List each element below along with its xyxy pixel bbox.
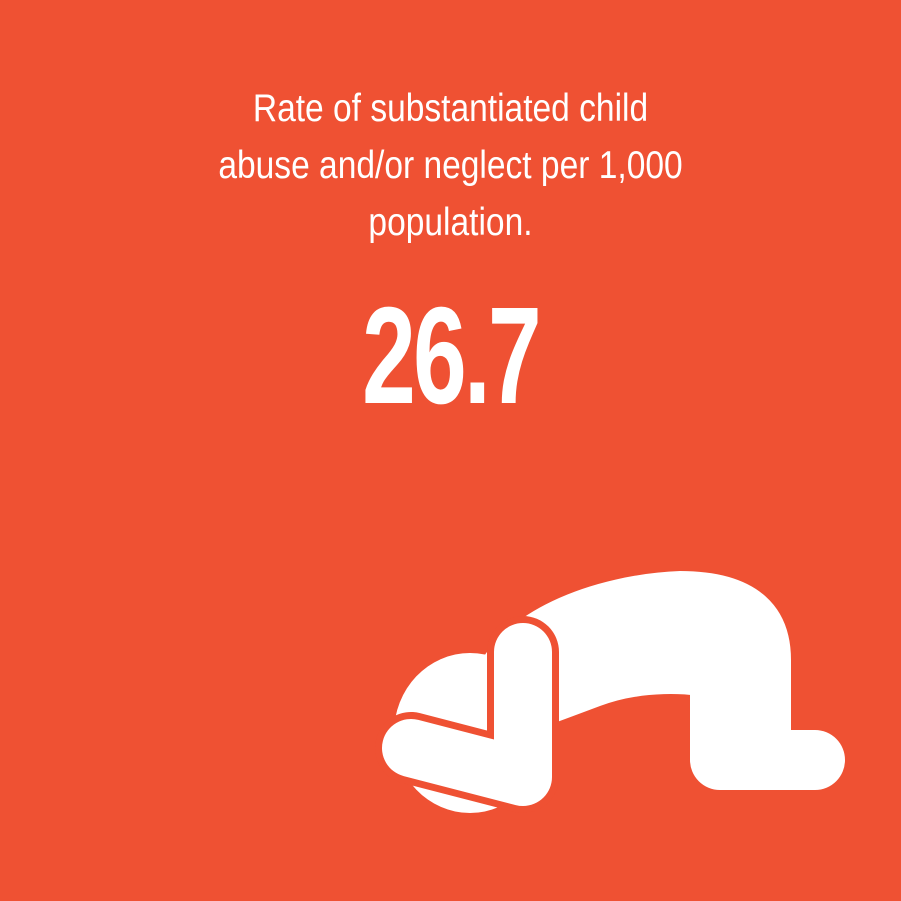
crouching-child-icon: [370, 560, 850, 860]
caption-line-1: Rate of substantiated child: [252, 87, 649, 130]
caption-line-2: abuse and/or neglect per 1,000: [218, 144, 683, 187]
stat-caption: Rate of substantiated child abuse and/or…: [63, 80, 838, 251]
caption-line-3: population.: [368, 201, 533, 244]
stat-value: 26.7: [362, 279, 542, 433]
